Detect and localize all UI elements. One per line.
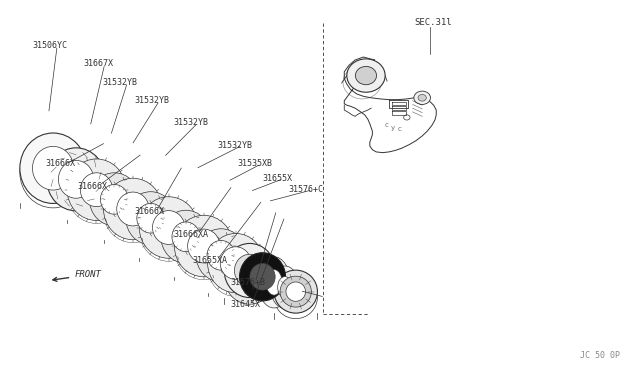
Ellipse shape bbox=[278, 276, 292, 298]
Ellipse shape bbox=[161, 210, 211, 263]
Ellipse shape bbox=[67, 159, 126, 221]
Text: 31532YB: 31532YB bbox=[173, 119, 208, 128]
Ellipse shape bbox=[90, 173, 140, 226]
Ellipse shape bbox=[174, 215, 233, 277]
Text: 31532YB: 31532YB bbox=[218, 141, 253, 150]
Text: 31506YC: 31506YC bbox=[33, 41, 68, 50]
Text: 31667X: 31667X bbox=[84, 59, 114, 68]
Ellipse shape bbox=[414, 91, 431, 105]
Ellipse shape bbox=[207, 234, 264, 293]
Text: SEC.31l: SEC.31l bbox=[415, 19, 452, 28]
Text: JC 50 0P: JC 50 0P bbox=[580, 351, 620, 360]
Ellipse shape bbox=[224, 250, 275, 304]
Text: 31532YB: 31532YB bbox=[135, 96, 170, 105]
Ellipse shape bbox=[280, 276, 312, 307]
Ellipse shape bbox=[100, 185, 128, 214]
Text: 31576+C: 31576+C bbox=[288, 185, 323, 194]
Text: 31666X: 31666X bbox=[77, 182, 108, 190]
Text: 31576+B: 31576+B bbox=[230, 278, 266, 287]
Text: 31645X: 31645X bbox=[230, 300, 260, 309]
Ellipse shape bbox=[81, 173, 113, 206]
Text: 31666X: 31666X bbox=[45, 159, 76, 168]
Ellipse shape bbox=[418, 94, 426, 101]
Ellipse shape bbox=[47, 148, 106, 211]
Ellipse shape bbox=[33, 146, 74, 190]
Ellipse shape bbox=[258, 257, 291, 308]
Text: $\mathrm{y}$: $\mathrm{y}$ bbox=[390, 124, 396, 133]
Ellipse shape bbox=[355, 66, 376, 85]
Ellipse shape bbox=[172, 222, 200, 251]
Ellipse shape bbox=[224, 243, 275, 298]
Ellipse shape bbox=[274, 270, 317, 313]
Ellipse shape bbox=[271, 266, 300, 308]
Ellipse shape bbox=[234, 254, 265, 287]
Ellipse shape bbox=[286, 282, 305, 301]
Ellipse shape bbox=[58, 160, 93, 198]
Text: FRONT: FRONT bbox=[53, 270, 101, 281]
Ellipse shape bbox=[116, 192, 149, 226]
Ellipse shape bbox=[126, 192, 176, 245]
Ellipse shape bbox=[207, 240, 235, 270]
Text: 31535XB: 31535XB bbox=[237, 159, 272, 168]
Ellipse shape bbox=[239, 253, 285, 301]
Ellipse shape bbox=[347, 59, 385, 92]
Ellipse shape bbox=[137, 203, 164, 233]
Text: 31655XA: 31655XA bbox=[192, 256, 227, 264]
Text: $\mathrm{c}$: $\mathrm{c}$ bbox=[397, 125, 402, 133]
Ellipse shape bbox=[188, 229, 220, 263]
Text: 31666X: 31666X bbox=[135, 208, 165, 217]
Text: $\mathrm{c}$: $\mathrm{c}$ bbox=[384, 121, 389, 129]
Text: 31666XA: 31666XA bbox=[173, 230, 208, 239]
Text: 31655X: 31655X bbox=[262, 174, 292, 183]
Ellipse shape bbox=[220, 247, 251, 279]
Ellipse shape bbox=[196, 229, 246, 282]
Ellipse shape bbox=[104, 178, 163, 240]
Text: 31532YB: 31532YB bbox=[103, 78, 138, 87]
Ellipse shape bbox=[250, 263, 275, 290]
Ellipse shape bbox=[152, 211, 185, 244]
Ellipse shape bbox=[266, 270, 282, 295]
Ellipse shape bbox=[140, 197, 198, 258]
Ellipse shape bbox=[20, 133, 86, 203]
